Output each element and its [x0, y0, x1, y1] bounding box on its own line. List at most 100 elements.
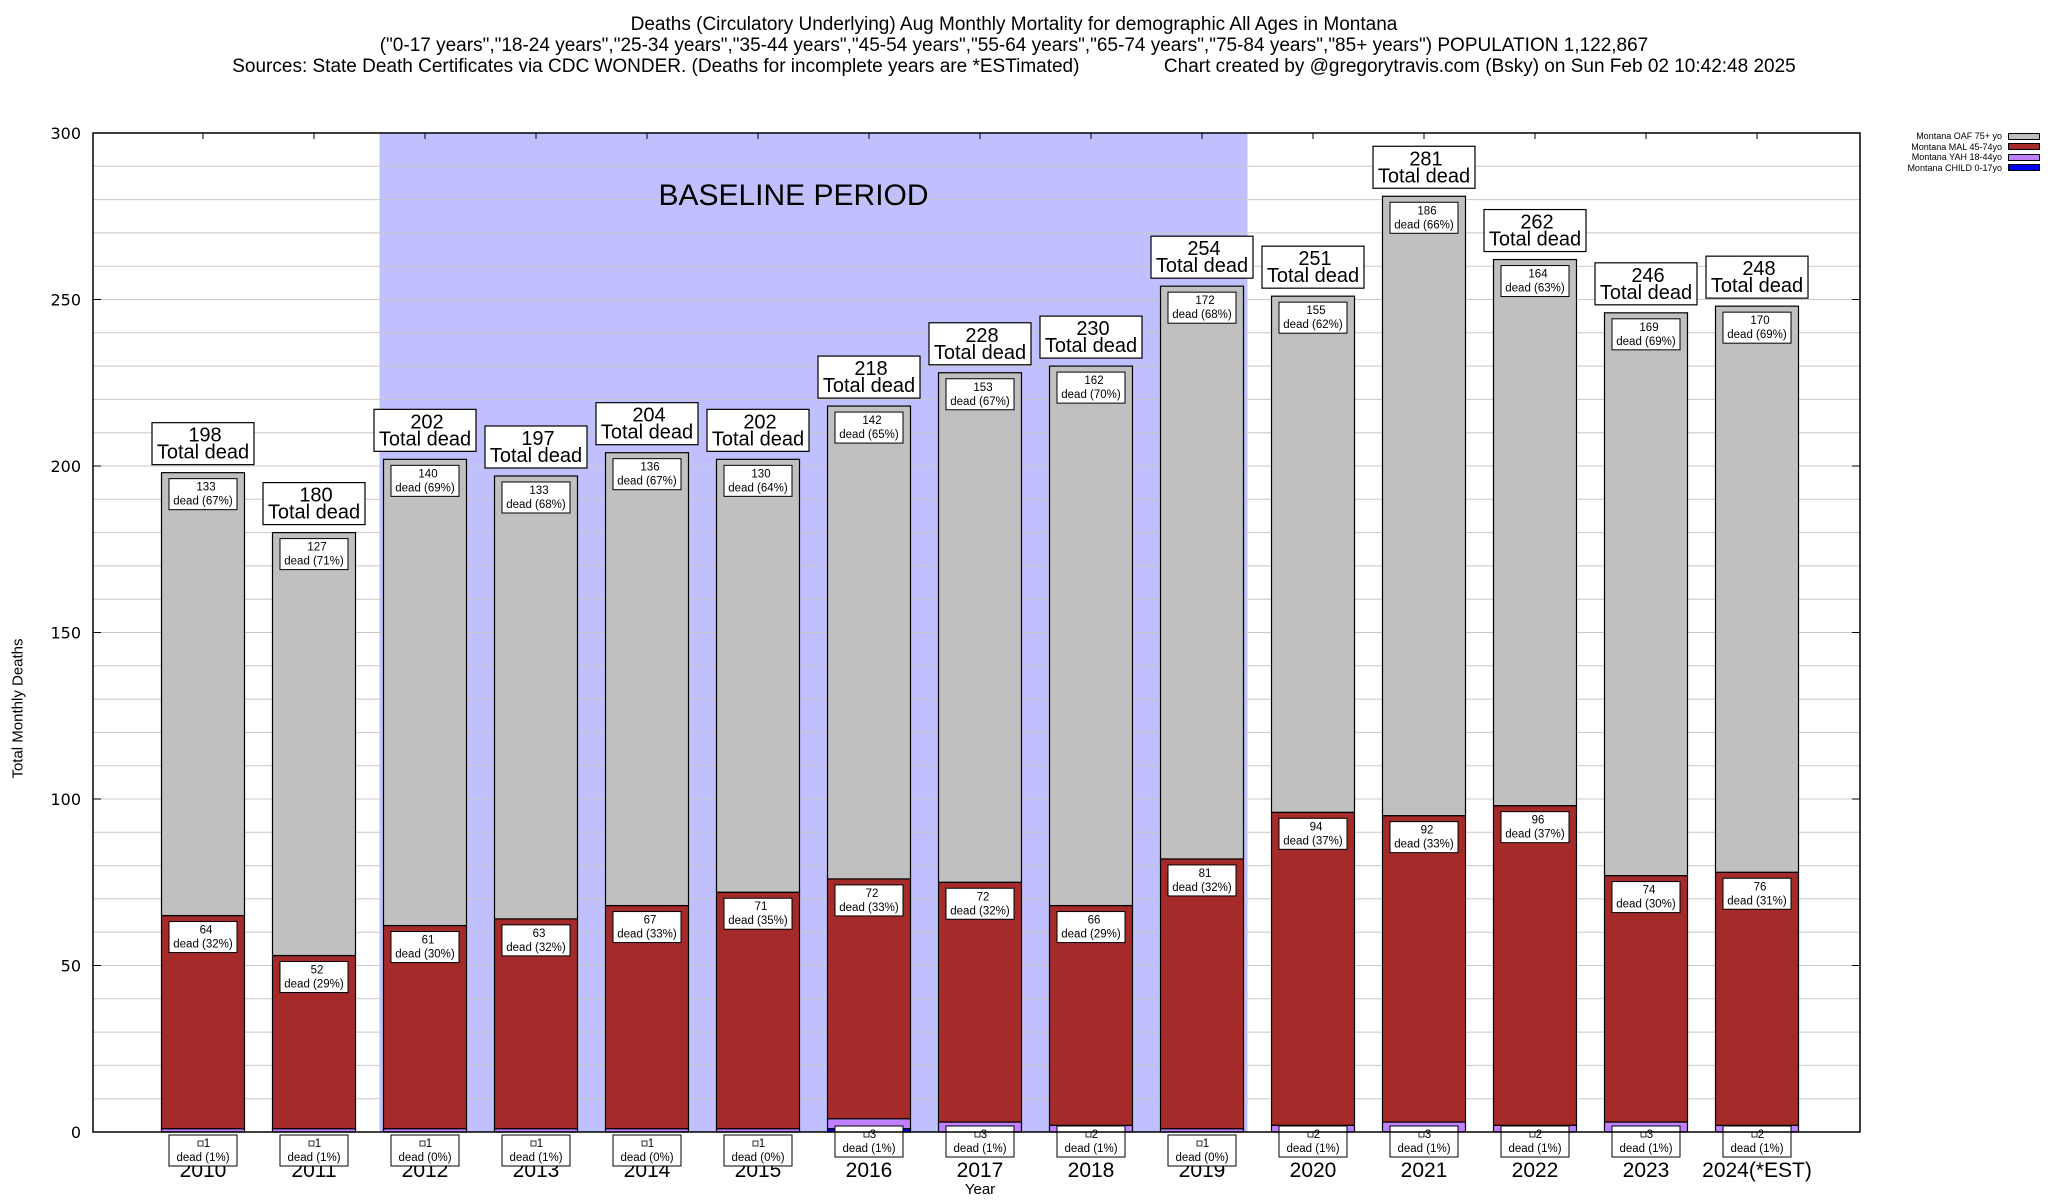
bar-segment-montana-mal-45-74yo: [1714, 871, 1800, 1126]
mal-value-label: 67: [644, 915, 657, 927]
mal-pct-label: dead (30%): [395, 949, 455, 961]
oaf-value-label: 186: [1417, 205, 1436, 217]
oaf-pct-label: dead (63%): [1505, 283, 1565, 295]
yah-label-box: [1056, 1125, 1126, 1158]
yah-label-box: [1500, 1125, 1570, 1158]
missing-glyph-box: [419, 1140, 426, 1147]
x-tick-label: 2016: [846, 1159, 893, 1182]
bar-segment-montana-oaf-75-yo: [1270, 295, 1356, 813]
mal-pct-label: dead (37%): [1505, 829, 1565, 841]
yah-label-box: [1389, 1125, 1459, 1158]
oaf-pct-label: dead (68%): [506, 499, 566, 511]
bar-segment-montana-oaf-75-yo: [493, 475, 579, 920]
mal-label-box: [1389, 821, 1459, 854]
x-tick-label: 2018: [1068, 1159, 1115, 1182]
missing-glyph-box: [530, 1140, 537, 1147]
yah-pct-label: dead (0%): [1175, 1152, 1228, 1164]
y-tick-label: 100: [50, 790, 81, 809]
yah-value-label: 1: [759, 1138, 765, 1150]
total-label-box: [1594, 262, 1698, 306]
bar-segment-montana-mal-45-74yo: [1270, 811, 1356, 1126]
total-label-box: [928, 322, 1032, 366]
oaf-label-box: [1056, 371, 1126, 404]
total-label-box: [262, 482, 366, 526]
yah-value-label: 2: [1092, 1129, 1098, 1141]
total-value-label: 251: [1298, 248, 1331, 270]
bar-segment-montana-mal-45-74yo: [826, 878, 912, 1120]
oaf-pct-label: dead (67%): [950, 396, 1010, 408]
total-dead-label: Total dead: [1045, 335, 1137, 357]
mal-pct-label: dead (33%): [1394, 839, 1454, 851]
bar-segment-montana-mal-45-74yo: [1159, 858, 1245, 1130]
total-value-label: 218: [854, 358, 887, 380]
mal-label-box: [1056, 911, 1126, 944]
total-label-box: [1039, 315, 1143, 359]
mal-value-label: 52: [311, 965, 324, 977]
yah-label-box: [1611, 1125, 1681, 1158]
chart-subtitle-sources: Sources: State Death Certificates via CD…: [232, 56, 1796, 77]
oaf-value-label: 142: [862, 415, 881, 427]
mal-label-box: [168, 921, 238, 954]
oaf-value-label: 140: [418, 468, 437, 480]
yah-pct-label: dead (1%): [509, 1152, 562, 1164]
legend-label: Montana YAH 18-44yo: [1911, 152, 2002, 162]
bar-segment-montana-oaf-75-yo: [1381, 195, 1467, 817]
total-value-label: 281: [1409, 148, 1442, 170]
mal-value-label: 72: [977, 891, 990, 903]
yah-pct-label: dead (0%): [398, 1152, 451, 1164]
oaf-pct-label: dead (62%): [1283, 319, 1343, 331]
oaf-pct-label: dead (64%): [728, 482, 788, 494]
oaf-value-label: 133: [196, 482, 215, 494]
mal-pct-label: dead (29%): [284, 979, 344, 991]
total-label-box: [1150, 235, 1254, 279]
total-dead-label: Total dead: [823, 375, 915, 397]
yah-value-label: 2: [1758, 1129, 1764, 1141]
bar-segment-montana-oaf-75-yo: [271, 531, 357, 957]
total-dead-label: Total dead: [1378, 165, 1470, 187]
total-dead-label: Total dead: [1600, 282, 1692, 304]
total-dead-label: Total dead: [1156, 255, 1248, 277]
yah-label-box: [1167, 1134, 1237, 1167]
mal-label-box: [945, 887, 1015, 920]
total-label-box: [1705, 255, 1809, 299]
mal-label-box: [1722, 877, 1792, 910]
mal-value-label: 76: [1754, 881, 1767, 893]
yah-label-box: [1722, 1125, 1792, 1158]
bar-segment-montana-oaf-75-yo: [604, 452, 690, 907]
legend-swatch-yah: [2008, 153, 2040, 161]
mal-label-box: [834, 884, 904, 917]
chart-title: Deaths (Circulatory Underlying) Aug Mont…: [630, 14, 1398, 35]
mal-value-label: 71: [755, 901, 768, 913]
mal-value-label: 96: [1532, 815, 1545, 827]
oaf-value-label: 172: [1195, 295, 1214, 307]
legend-label: Montana MAL 45-74yo: [1911, 141, 2002, 152]
total-value-label: 254: [1187, 238, 1220, 260]
yah-pct-label: dead (1%): [1397, 1143, 1450, 1155]
mal-label-box: [1611, 881, 1681, 914]
yah-pct-label: dead (1%): [953, 1143, 1006, 1155]
yah-value-label: 1: [537, 1138, 543, 1150]
mal-pct-label: dead (31%): [1727, 895, 1787, 907]
mal-value-label: 92: [1421, 825, 1434, 837]
bar-segment-montana-mal-45-74yo: [715, 891, 801, 1130]
missing-glyph-box: [197, 1140, 204, 1147]
total-value-label: 197: [521, 428, 554, 450]
yah-label-box: [390, 1134, 460, 1167]
yah-pct-label: dead (1%): [1286, 1143, 1339, 1155]
bar-segment-montana-oaf-75-yo: [1048, 365, 1134, 907]
bar-segment-montana-oaf-75-yo: [826, 405, 912, 880]
yah-value-label: 3: [981, 1129, 987, 1141]
legend: Montana OAF 75+ yo Montana MAL 45-74yo M…: [1880, 131, 2040, 173]
mal-pct-label: dead (32%): [950, 905, 1010, 917]
bar-segment-montana-mal-45-74yo: [1603, 874, 1689, 1123]
mal-pct-label: dead (32%): [1172, 882, 1232, 894]
mal-label-box: [1278, 817, 1348, 850]
mal-pct-label: dead (30%): [1616, 899, 1676, 911]
mal-pct-label: dead (35%): [728, 915, 788, 927]
x-tick-label: 2023: [1623, 1159, 1670, 1182]
missing-glyph-box: [308, 1140, 315, 1147]
total-dead-label: Total dead: [268, 502, 360, 524]
y-tick-label: 200: [50, 457, 81, 476]
mal-value-label: 94: [1310, 821, 1323, 833]
